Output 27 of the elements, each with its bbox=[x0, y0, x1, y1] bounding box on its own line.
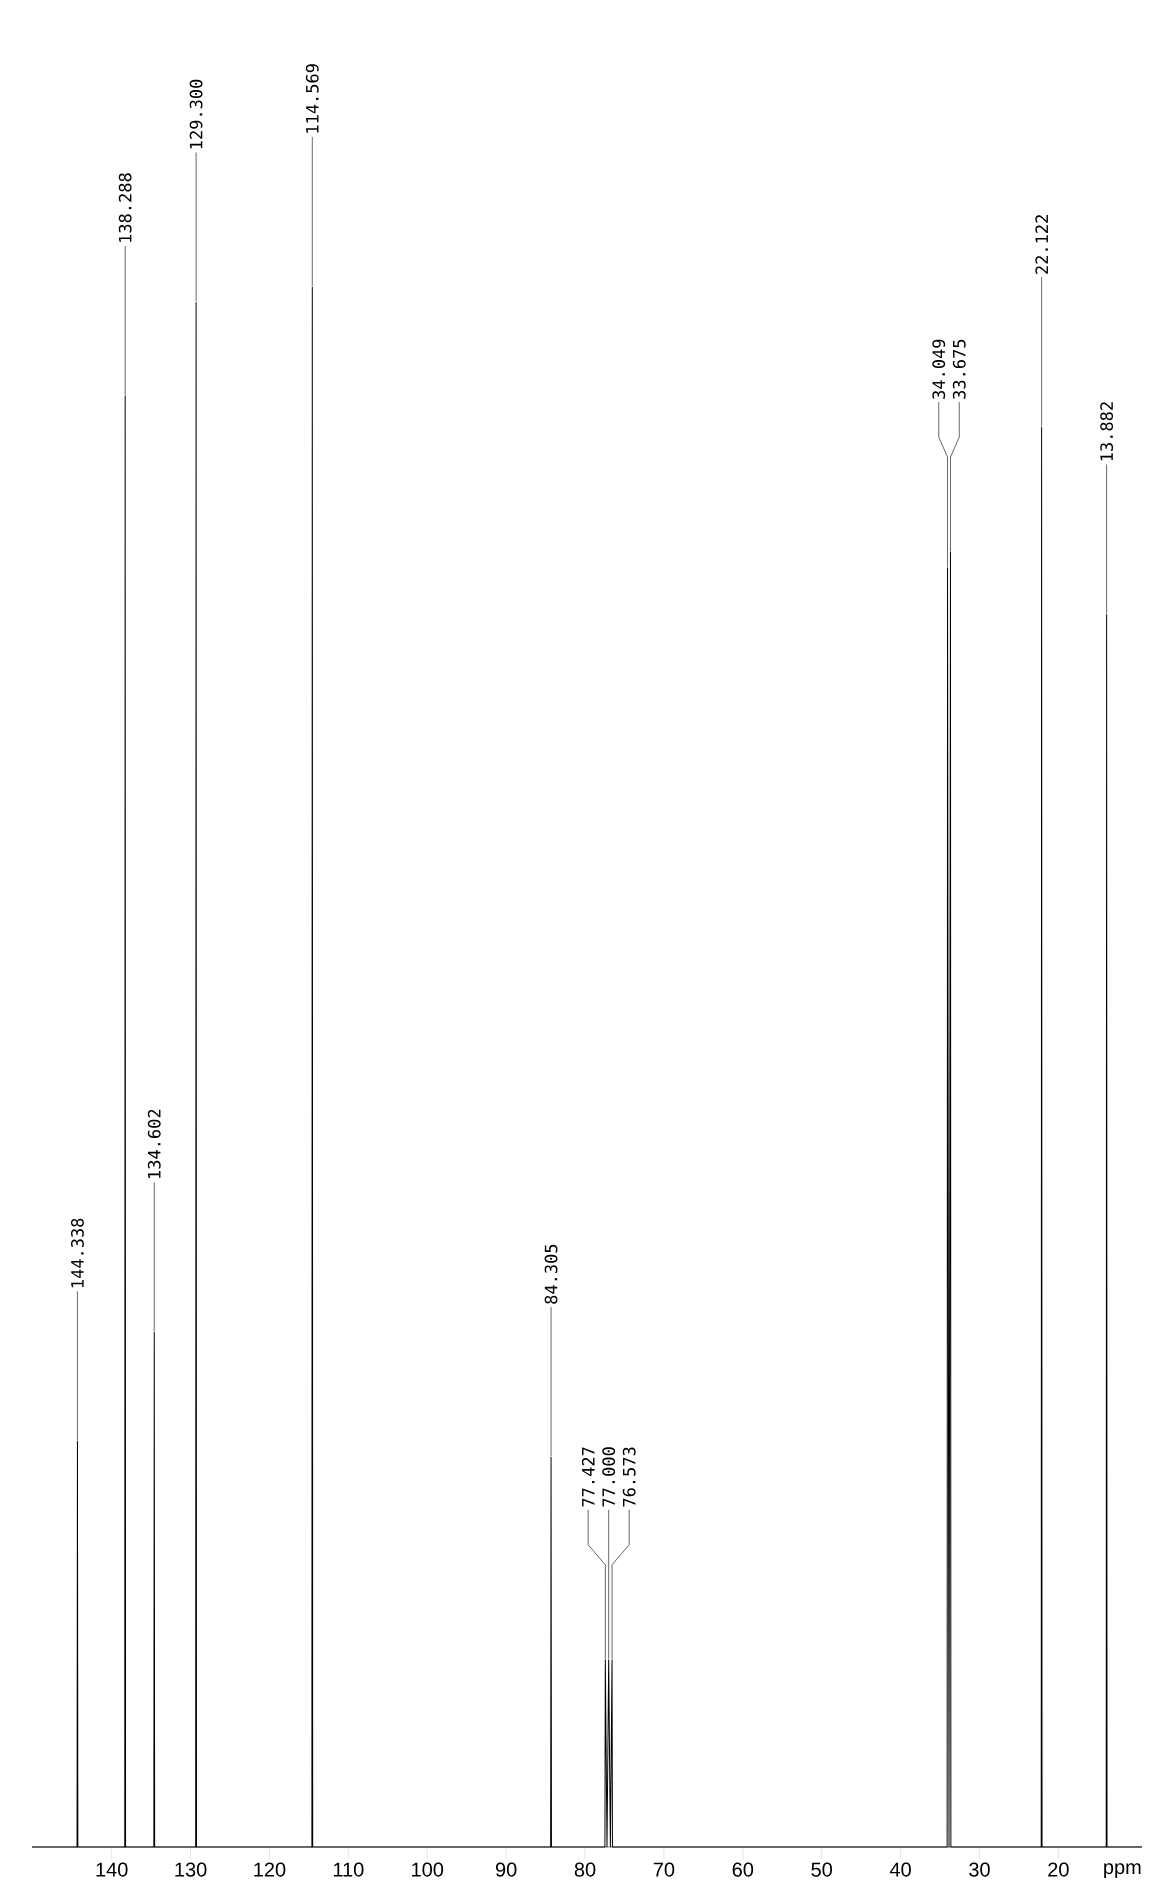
x-tick-label: 130 bbox=[175, 1862, 207, 1877]
annotation: 84.305 bbox=[544, 1244, 558, 1304]
annotation: 77.000 bbox=[602, 1447, 616, 1507]
x-tick-label: 100 bbox=[412, 1862, 444, 1877]
x-tick-label: 120 bbox=[254, 1862, 286, 1877]
x-tick-label: 40 bbox=[889, 1862, 911, 1877]
annotation: 22.122 bbox=[1035, 215, 1048, 274]
annotation: 76.573 bbox=[622, 1447, 636, 1507]
x-tick-label: 90 bbox=[495, 1862, 517, 1877]
annotation: 129.300 bbox=[189, 79, 203, 149]
x-axis-title: ppm bbox=[1104, 1863, 1141, 1879]
annotation: 77.427 bbox=[581, 1447, 595, 1507]
annotation: 138.288 bbox=[118, 173, 132, 242]
x-tick-label: 140 bbox=[96, 1862, 128, 1877]
x-tick-label: 110 bbox=[333, 1862, 364, 1877]
x-tick-label: 30 bbox=[969, 1862, 990, 1877]
x-tick-label: 60 bbox=[732, 1862, 754, 1877]
x-tick-label: 70 bbox=[653, 1862, 675, 1877]
annotation: 13.882 bbox=[1100, 402, 1114, 461]
annotation: 34.049 bbox=[932, 339, 946, 399]
annotation: 134.602 bbox=[147, 1109, 161, 1178]
x-tick-label: 80 bbox=[574, 1862, 596, 1877]
annotation: 144.338 bbox=[71, 1218, 84, 1288]
x-tick-label: 50 bbox=[811, 1862, 833, 1877]
annotation: 33.675 bbox=[952, 339, 966, 399]
x-tick-label: 20 bbox=[1048, 1862, 1069, 1877]
annotation: 114.569 bbox=[305, 64, 319, 133]
